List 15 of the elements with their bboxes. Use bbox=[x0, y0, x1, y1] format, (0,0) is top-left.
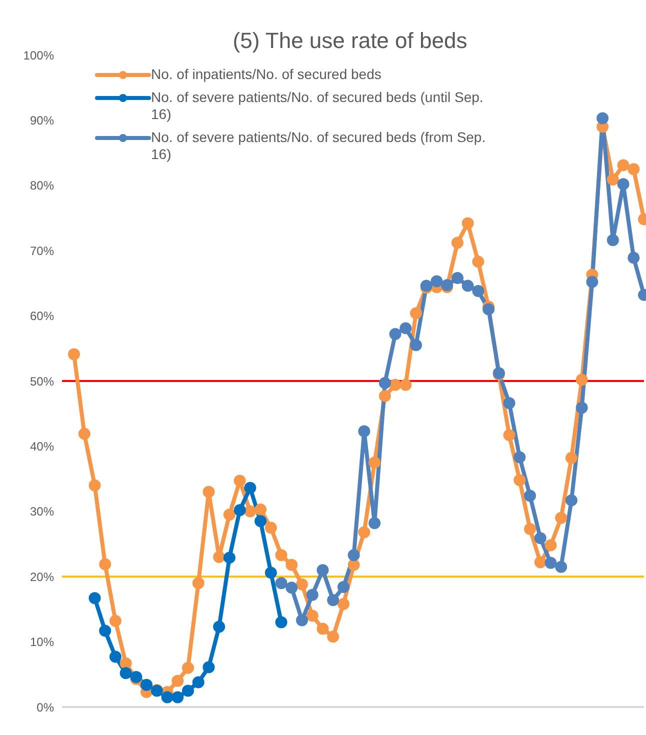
y-tick-label: 0% bbox=[36, 700, 54, 714]
y-tick-label: 90% bbox=[30, 113, 54, 128]
y-tick-label: 50% bbox=[30, 374, 54, 388]
y-tick-label: 40% bbox=[30, 439, 54, 454]
legend-label: No. of severe patients/No. of secured beds (from Sep. 16) bbox=[151, 129, 487, 163]
legend-label: No. of severe patients/No. of secured beds (until Sep. 16) bbox=[151, 89, 484, 123]
y-tick-label: 60% bbox=[30, 309, 54, 324]
legend-label: No. of inpatients/No. of secured beds bbox=[151, 66, 382, 83]
y-tick-label: 70% bbox=[30, 244, 54, 258]
y-tick-label: 30% bbox=[30, 504, 54, 519]
y-tick-label: 80% bbox=[30, 178, 54, 193]
y-tick-label: 10% bbox=[30, 635, 54, 650]
y-tick-label: 100% bbox=[23, 48, 54, 62]
y-tick-label: 20% bbox=[30, 570, 54, 584]
chart-title: (5) The use rate of beds bbox=[232, 28, 468, 54]
